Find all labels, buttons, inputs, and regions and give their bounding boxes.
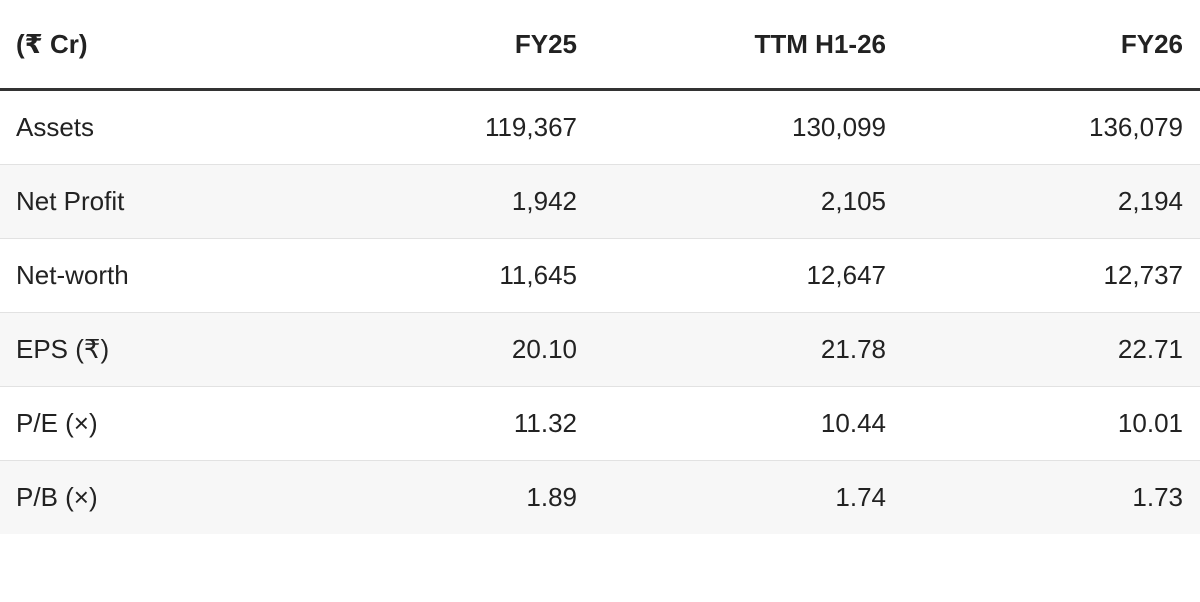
row-label: EPS (₹) bbox=[0, 312, 260, 387]
cell-value: 20.10 bbox=[260, 312, 593, 387]
column-header: FY26 bbox=[902, 0, 1200, 91]
column-header: TTM H1-26 bbox=[593, 0, 902, 91]
cell-value: 2,105 bbox=[593, 164, 902, 239]
cell-value: 12,647 bbox=[593, 238, 902, 313]
table-row: Net-worth 11,645 12,647 12,737 bbox=[0, 238, 1200, 313]
cell-value: 12,737 bbox=[902, 238, 1200, 313]
cell-value: 2,194 bbox=[902, 164, 1200, 239]
cell-value: 22.71 bbox=[902, 312, 1200, 387]
cell-value: 21.78 bbox=[593, 312, 902, 387]
table-body: Assets 119,367 130,099 136,079 Net Profit 1,9… bbox=[0, 89, 1200, 534]
table-row: P/E (×) 11.32 10.44 10.01 bbox=[0, 386, 1200, 461]
table-row: EPS (₹) 20.10 21.78 22.71 bbox=[0, 312, 1200, 387]
cell-value: 130,099 bbox=[593, 89, 902, 165]
cell-value: 1.74 bbox=[593, 460, 902, 534]
cell-value: 10.01 bbox=[902, 386, 1200, 461]
cell-value: 1,942 bbox=[260, 164, 593, 239]
table-row: P/B (×) 1.89 1.74 1.73 bbox=[0, 460, 1200, 534]
table-row: Assets 119,367 130,099 136,079 bbox=[0, 89, 1200, 165]
cell-value: 1.73 bbox=[902, 460, 1200, 534]
row-label: P/E (×) bbox=[0, 386, 260, 461]
row-label: Assets bbox=[0, 89, 260, 165]
financials-table: (₹ Cr) FY25 TTM H1-26 FY26 Assets 119,367 130… bbox=[0, 0, 1200, 534]
cell-value: 136,079 bbox=[902, 89, 1200, 165]
cell-value: 10.44 bbox=[593, 386, 902, 461]
row-label: P/B (×) bbox=[0, 460, 260, 534]
cell-value: 11,645 bbox=[260, 238, 593, 313]
cell-value: 11.32 bbox=[260, 386, 593, 461]
column-header: FY25 bbox=[260, 0, 593, 91]
row-label: Net Profit bbox=[0, 164, 260, 239]
cell-value: 1.89 bbox=[260, 460, 593, 534]
row-label: Net-worth bbox=[0, 238, 260, 313]
table-header: (₹ Cr) FY25 TTM H1-26 FY26 bbox=[0, 0, 1200, 91]
header-row: (₹ Cr) FY25 TTM H1-26 FY26 bbox=[0, 0, 1200, 91]
table-row: Net Profit 1,942 2,105 2,194 bbox=[0, 164, 1200, 239]
unit-header: (₹ Cr) bbox=[0, 0, 260, 91]
cell-value: 119,367 bbox=[260, 89, 593, 165]
